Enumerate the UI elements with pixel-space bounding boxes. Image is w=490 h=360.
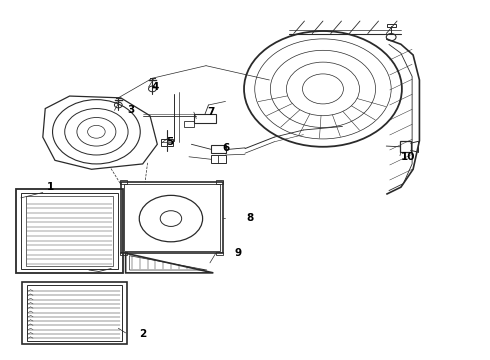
Text: 4: 4 xyxy=(151,82,159,92)
Bar xyxy=(161,139,173,146)
Bar xyxy=(400,141,411,152)
Bar xyxy=(121,182,223,253)
Bar xyxy=(21,193,118,269)
Bar xyxy=(124,184,220,251)
Bar xyxy=(387,23,395,27)
Bar xyxy=(216,180,223,184)
Bar xyxy=(27,285,122,341)
Bar xyxy=(26,196,114,266)
Bar xyxy=(22,282,126,344)
Text: 2: 2 xyxy=(139,329,147,339)
Text: 5: 5 xyxy=(166,138,173,148)
Text: 7: 7 xyxy=(207,107,215,117)
Bar xyxy=(120,180,127,184)
Text: 10: 10 xyxy=(401,152,416,162)
Bar xyxy=(184,121,194,127)
Bar xyxy=(216,252,223,255)
Text: 3: 3 xyxy=(127,105,134,115)
Bar xyxy=(16,189,123,273)
Bar xyxy=(120,252,127,255)
Bar xyxy=(211,155,225,163)
Text: 1: 1 xyxy=(47,182,54,192)
Text: 9: 9 xyxy=(234,248,241,258)
Bar xyxy=(194,114,216,123)
Text: 8: 8 xyxy=(246,212,253,222)
Text: 6: 6 xyxy=(222,143,229,153)
Bar xyxy=(211,145,225,153)
